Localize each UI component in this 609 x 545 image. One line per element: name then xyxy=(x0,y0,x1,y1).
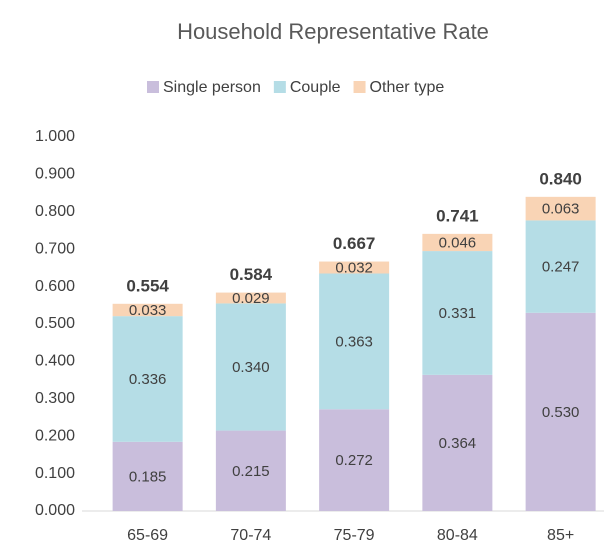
legend-swatch xyxy=(147,81,159,93)
bar-segment xyxy=(215,430,286,511)
segment-label: 0.363 xyxy=(335,333,373,350)
bar-segment xyxy=(112,316,183,442)
bar-segment xyxy=(525,312,596,511)
segment-label: 0.530 xyxy=(542,404,580,421)
x-tick-label: 85+ xyxy=(547,527,574,544)
x-tick-label: 80-84 xyxy=(437,527,478,544)
chart-title: Household Representative Rate xyxy=(177,19,489,44)
legend-label: Other type xyxy=(370,79,445,96)
segment-label: 0.340 xyxy=(232,359,270,376)
y-tick-label: 1.000 xyxy=(35,128,75,145)
segment-label: 0.364 xyxy=(439,435,477,452)
segment-label: 0.029 xyxy=(232,290,270,307)
segment-label: 0.331 xyxy=(439,305,477,322)
legend-label: Single person xyxy=(163,79,261,96)
legend-swatch xyxy=(353,81,366,93)
y-tick-label: 0.100 xyxy=(35,465,75,482)
x-tick-label: 75-79 xyxy=(334,527,375,544)
segment-label: 0.033 xyxy=(129,302,167,319)
segment-label: 0.336 xyxy=(129,371,167,388)
y-tick-label: 0.800 xyxy=(35,203,75,220)
y-tick-label: 0.000 xyxy=(35,502,75,519)
segment-label: 0.032 xyxy=(335,259,373,276)
total-label: 0.554 xyxy=(126,276,169,295)
y-tick-label: 0.900 xyxy=(35,166,75,183)
segment-label: 0.272 xyxy=(335,452,373,469)
total-label: 0.741 xyxy=(436,206,479,225)
bar-segment xyxy=(319,273,390,410)
bar-segment xyxy=(525,220,596,313)
bar-segment xyxy=(319,409,390,511)
legend-label: Couple xyxy=(290,79,341,96)
bar-segment xyxy=(422,374,493,511)
segment-label: 0.046 xyxy=(439,234,477,251)
total-label: 0.840 xyxy=(539,169,582,188)
bar-segment xyxy=(525,196,596,221)
x-tick-label: 65-69 xyxy=(127,527,168,544)
y-tick-label: 0.400 xyxy=(35,353,75,370)
y-tick-label: 0.200 xyxy=(35,427,75,444)
bar-segment xyxy=(112,441,183,511)
bar-segment xyxy=(112,303,183,317)
y-tick-label: 0.700 xyxy=(35,240,75,257)
bar-segment xyxy=(422,233,493,252)
bar-segment xyxy=(422,251,493,375)
segment-label: 0.063 xyxy=(542,201,580,218)
segment-label: 0.185 xyxy=(129,468,167,485)
bar-segment xyxy=(215,303,286,431)
y-tick-label: 0.600 xyxy=(35,278,75,295)
bar-segment xyxy=(319,261,390,274)
x-tick-label: 70-74 xyxy=(230,527,271,544)
segment-label: 0.247 xyxy=(542,259,580,276)
y-tick-label: 0.300 xyxy=(35,390,75,407)
segment-label: 0.215 xyxy=(232,463,270,480)
total-label: 0.667 xyxy=(333,234,376,253)
total-label: 0.584 xyxy=(230,265,273,284)
bar-segment xyxy=(215,292,286,304)
legend-swatch xyxy=(273,81,286,93)
y-tick-label: 0.500 xyxy=(35,315,75,332)
